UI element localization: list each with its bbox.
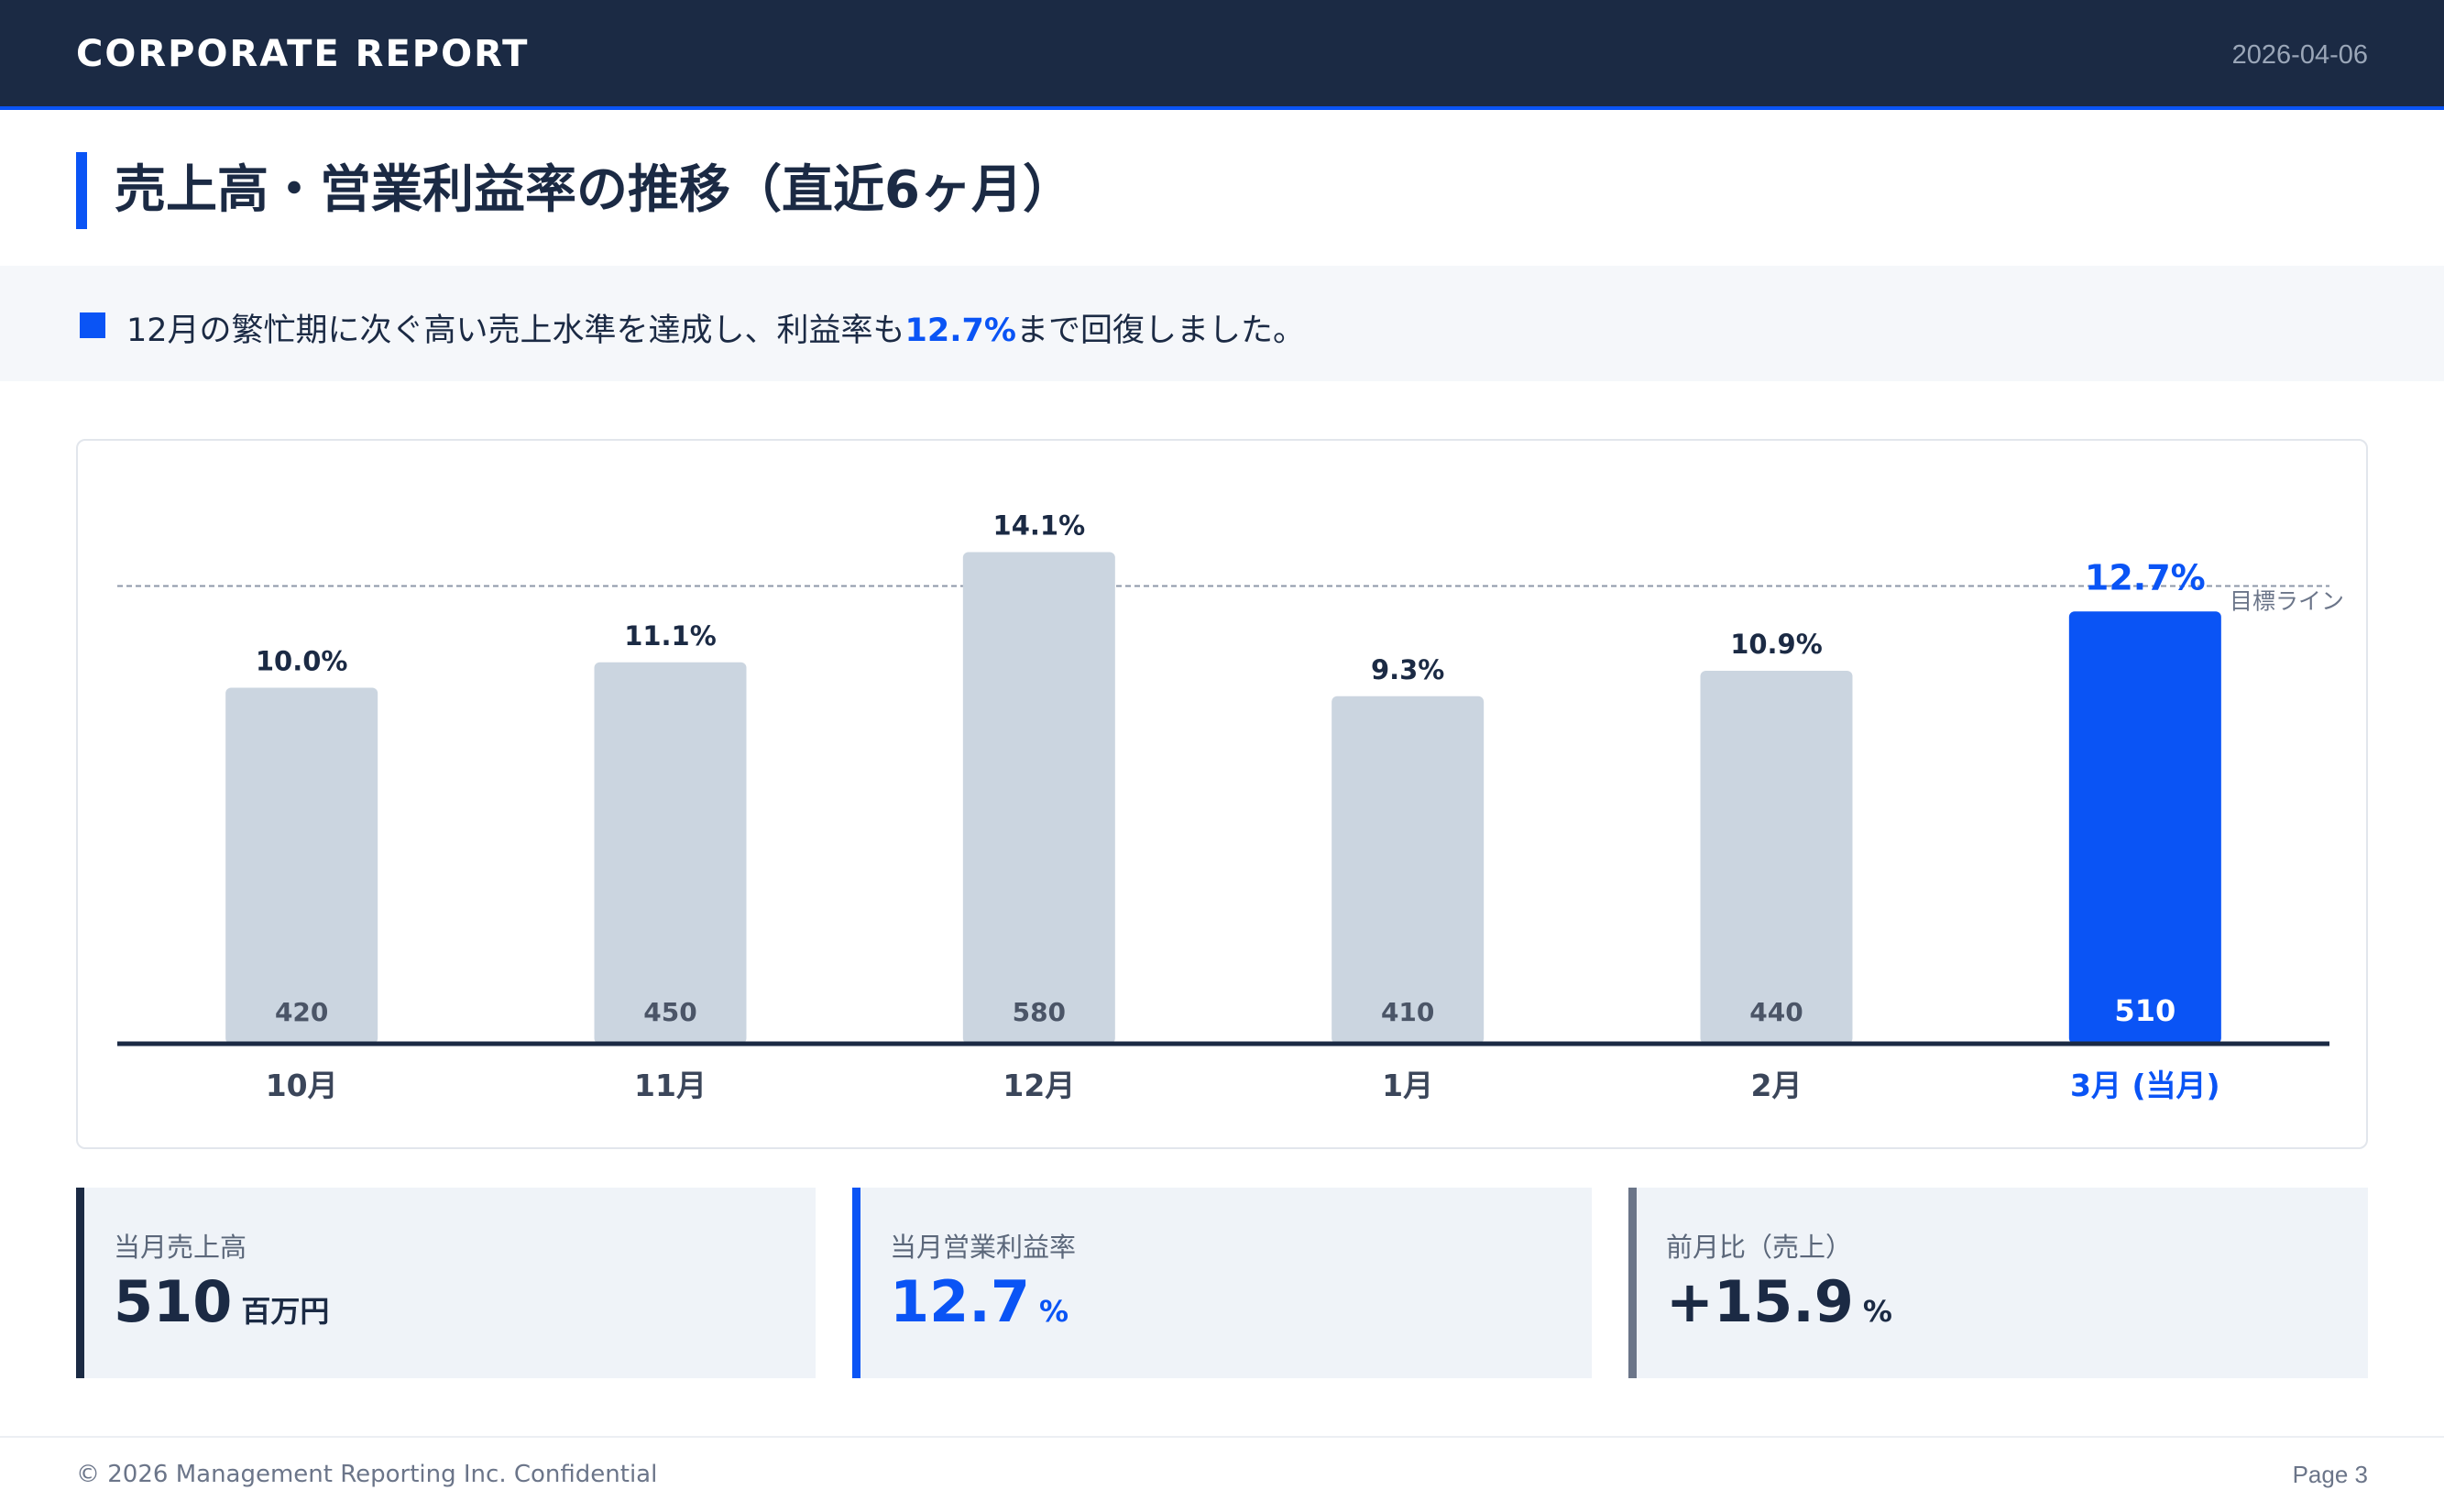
- bar-value-label-5: 510: [2114, 993, 2175, 1028]
- kpi-number: 510: [114, 1268, 233, 1335]
- bar-value-label-3: 410: [1381, 997, 1434, 1027]
- bar-top-label-3: 9.3%: [1371, 654, 1444, 685]
- bar-top-label-5: 12.7%: [2085, 557, 2206, 597]
- bar-top-label-4: 10.9%: [1730, 629, 1823, 660]
- category-label-4: 2月: [1751, 1068, 1803, 1103]
- brand-title: CORPORATE REPORT: [76, 33, 530, 75]
- bar-2: [962, 552, 1115, 1044]
- kpi-value: 12.7%: [890, 1268, 1069, 1335]
- key-message-band: 12月の繁忙期に次ぐ高い売上水準を達成し、利益率も12.7%まで回復しました。: [0, 266, 2444, 381]
- category-label-5: 3月 (当月): [2070, 1068, 2220, 1103]
- bar-value-label-4: 440: [1749, 997, 1803, 1027]
- category-label-1: 11月: [634, 1068, 707, 1103]
- bar-5: [2068, 611, 2221, 1044]
- kpi-label: 当月売上高: [114, 1232, 247, 1263]
- bar-top-label-2: 14.1%: [993, 510, 1086, 542]
- kpi-value: 510 百万円: [114, 1268, 329, 1335]
- kpi-card-margin: 当月営業利益率 12.7%: [852, 1188, 1592, 1378]
- bar-value-label-1: 450: [643, 997, 696, 1027]
- page-title: 売上高・営業利益率の推移（直近6ヶ月）: [115, 160, 1074, 220]
- bar-top-label-1: 11.1%: [624, 620, 717, 652]
- message-bullet-icon: [80, 312, 105, 338]
- category-label-0: 10月: [266, 1068, 338, 1103]
- chart-card: 目標ライン 420 10.0% 10月 450 11.1% 11月 580 14.1% 12月 41…: [76, 439, 2368, 1149]
- bar-3: [1332, 696, 1485, 1044]
- bar-4: [1700, 671, 1853, 1044]
- kpi-label: 前月比（売上）: [1666, 1232, 1853, 1263]
- kpi-unit: %: [1862, 1294, 1892, 1329]
- key-message-text-end: まで回復しました。: [1015, 312, 1305, 349]
- kpi-value: +15.9%: [1666, 1268, 1892, 1335]
- key-message-highlight: 12.7%: [904, 312, 1016, 349]
- kpi-unit: %: [1038, 1294, 1069, 1329]
- category-label-2: 12月: [1003, 1068, 1075, 1103]
- kpi-card-mom: 前月比（売上） +15.9%: [1628, 1188, 2368, 1378]
- footer-copyright: © 2026 Management Reporting Inc. Confide…: [76, 1461, 658, 1488]
- bar-value-label-0: 420: [275, 997, 328, 1027]
- bar-1: [594, 662, 747, 1044]
- key-message: 12月の繁忙期に次ぐ高い売上水準を達成し、利益率も12.7%まで回復しました。: [126, 304, 1305, 351]
- kpi-card-sales: 当月売上高 510 百万円: [76, 1188, 816, 1378]
- bar-value-label-2: 580: [1013, 997, 1066, 1027]
- sales-bar-chart: 目標ライン 420 10.0% 10月 450 11.1% 11月 580 14.1% 12月 41…: [117, 510, 2344, 1103]
- target-line-label: 目標ライン: [2230, 588, 2344, 615]
- bar-0: [225, 687, 378, 1044]
- page-title-block: 売上高・営業利益率の推移（直近6ヶ月）: [76, 152, 1074, 229]
- kpi-label: 当月営業利益率: [890, 1232, 1077, 1263]
- kpi-unit: 百万円: [241, 1294, 330, 1329]
- kpi-number: +15.9: [1666, 1268, 1854, 1335]
- page-number: Page 3: [2292, 1461, 2368, 1488]
- key-message-text: 12月の繁忙期に次ぐ高い売上水準を達成し、利益率も: [126, 312, 905, 349]
- report-header: CORPORATE REPORT 2026-04-06: [0, 0, 2444, 110]
- footer-divider: [0, 1436, 2444, 1438]
- category-label-3: 1月: [1382, 1068, 1433, 1103]
- kpi-number: 12.7: [890, 1268, 1030, 1335]
- report-date: 2026-04-06: [2231, 40, 2368, 70]
- bar-top-label-0: 10.0%: [256, 646, 348, 677]
